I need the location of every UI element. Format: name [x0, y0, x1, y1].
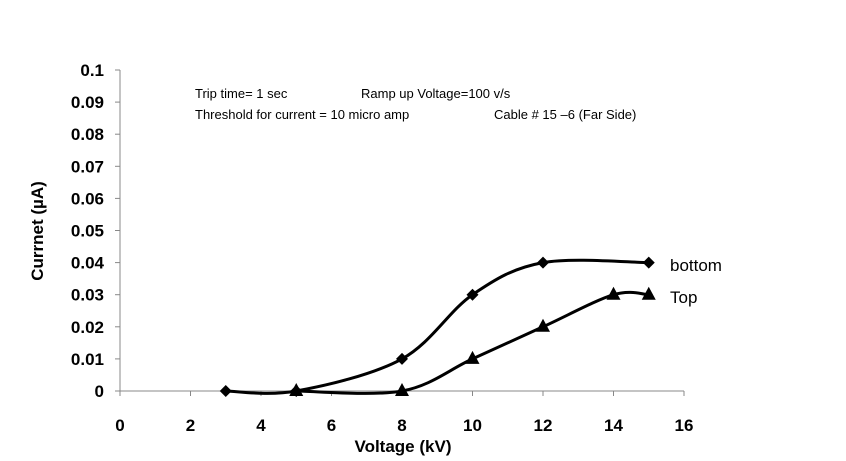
x-tick-label: 0 [115, 416, 124, 435]
data-point-top [395, 383, 409, 396]
series-label-bottom: bottom [670, 256, 722, 275]
y-tick-label: 0.05 [71, 222, 104, 241]
chart-series [219, 256, 656, 397]
y-tick-label: 0.02 [71, 318, 104, 337]
data-point-bottom [219, 385, 232, 397]
y-tick-label: 0.01 [71, 350, 104, 369]
data-point-top [289, 383, 304, 396]
y-tick-label: 0.04 [71, 254, 105, 273]
x-tick-label: 2 [186, 416, 195, 435]
series-label-top: Top [670, 288, 697, 307]
data-point-bottom [466, 288, 479, 301]
data-point-bottom [396, 352, 408, 365]
annotation-cable: Cable # 15 –6 (Far Side) [494, 107, 636, 122]
x-axis-title: Voltage (kV) [355, 437, 452, 456]
x-tick-label: 6 [327, 416, 336, 435]
chart-ticks: 0 0.01 0.02 0.03 0.04 0.05 0.06 0.07 0.08 0.09 0.1… [71, 61, 694, 435]
y-tick-label: 0.1 [80, 61, 104, 80]
series-line-bottom [225, 258, 649, 395]
annotation-threshold: Threshold for current = 10 micro amp [195, 107, 409, 122]
x-tick-label: 12 [534, 416, 553, 435]
data-point-top [536, 318, 550, 332]
x-tick-label: 4 [256, 416, 266, 435]
data-point-bottom [537, 256, 549, 269]
y-tick-label: 0 [95, 382, 104, 401]
y-tick-label: 0.08 [71, 125, 104, 144]
annotation-trip-time: Trip time= 1 sec [195, 86, 288, 101]
data-point-top [641, 286, 656, 300]
annotation-ramp-voltage: Ramp up Voltage=100 v/s [361, 86, 511, 101]
x-tick-label: 10 [463, 416, 482, 435]
y-axis-title: Currnet (µA) [28, 181, 47, 281]
y-tick-label: 0.07 [71, 157, 104, 176]
data-point-top [465, 350, 480, 364]
y-tick-label: 0.06 [71, 189, 104, 208]
data-point-top [606, 286, 621, 300]
data-point-bottom [642, 256, 655, 269]
y-tick-label: 0.09 [71, 93, 104, 112]
y-tick-label: 0.03 [71, 286, 104, 305]
x-tick-label: 8 [397, 416, 406, 435]
x-tick-label: 14 [604, 416, 623, 435]
x-tick-label: 16 [675, 416, 694, 435]
